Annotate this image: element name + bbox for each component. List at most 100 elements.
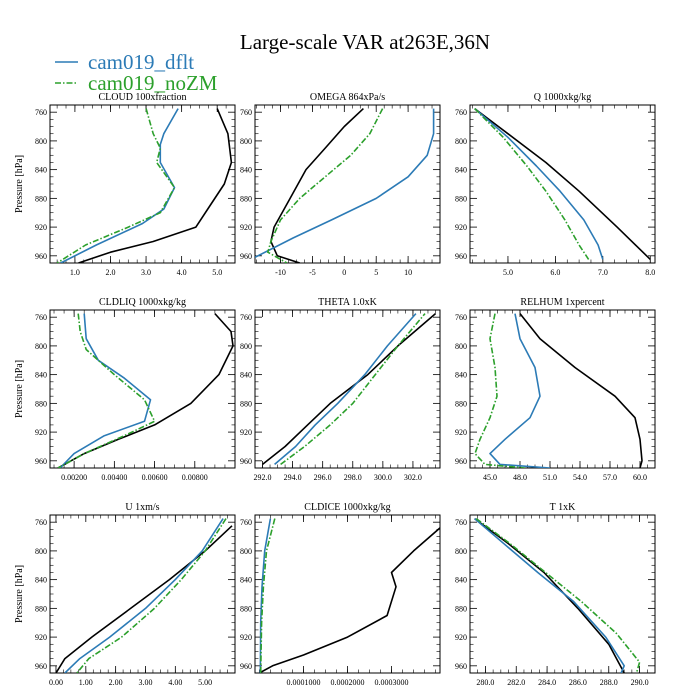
series-line	[57, 313, 156, 468]
x-tick-label: 294.0	[284, 473, 302, 482]
x-tick-label: 51.0	[543, 473, 557, 482]
y-tick-label: 800	[35, 342, 47, 351]
x-tick-label: 292.0	[254, 473, 272, 482]
panel-5: RELHUM 1xpercent 760 800 840 880 920 960 45.0 48…	[455, 297, 656, 482]
series-line	[474, 517, 625, 673]
x-tick-label: 296.0	[314, 473, 332, 482]
series-line	[55, 525, 233, 673]
y-tick-label: 920	[455, 223, 467, 232]
x-tick-label: 7.0	[598, 268, 608, 277]
x-tick-label: 6.0	[550, 268, 560, 277]
panel-title: T 1xK	[550, 502, 576, 513]
x-tick-label: 282.0	[507, 678, 525, 687]
series-line	[474, 517, 625, 673]
series-line	[519, 313, 643, 468]
series-line	[280, 313, 426, 466]
y-tick-label: 880	[240, 604, 252, 613]
series-line	[59, 313, 152, 468]
y-tick-label: 800	[455, 137, 467, 146]
y-tick-label: 760	[35, 108, 47, 117]
y-axis-label: Pressure [hPa]	[14, 155, 25, 213]
y-tick-label: 960	[35, 252, 47, 261]
y-tick-label: 760	[455, 108, 467, 117]
legend-label-nozm: cam019_noZM	[88, 71, 218, 95]
y-tick-label: 880	[455, 604, 467, 613]
y-tick-label: 960	[455, 457, 467, 466]
plot-frame	[49, 309, 236, 469]
series-line	[267, 108, 384, 263]
x-tick-label: 1.0	[70, 268, 80, 277]
y-tick-label: 960	[455, 662, 467, 671]
plot-frame	[49, 104, 236, 264]
series-line	[255, 108, 435, 259]
y-tick-label: 960	[240, 662, 252, 671]
y-tick-label: 760	[455, 313, 467, 322]
x-tick-label: 0.0002000	[331, 678, 365, 687]
x-tick-label: 8.0	[645, 268, 655, 277]
y-axis-label: Pressure [hPa]	[14, 360, 25, 418]
y-tick-label: 880	[240, 194, 252, 203]
panel-title: CLOUD 100xfraction	[98, 92, 186, 103]
x-tick-label: 298.0	[344, 473, 362, 482]
x-tick-label: 48.0	[513, 473, 527, 482]
x-tick-label: 280.0	[476, 678, 494, 687]
y-tick-label: 920	[240, 428, 252, 437]
legend-label-dflt: cam019_dflt	[88, 50, 194, 74]
x-tick-label: 5.00	[198, 678, 212, 687]
series-line	[259, 518, 276, 673]
x-tick-label: 0.0003000	[375, 678, 409, 687]
panel-title: CLDICE 1000xkg/kg	[304, 502, 390, 513]
x-tick-label: 3.00	[138, 678, 152, 687]
y-tick-label: 960	[35, 662, 47, 671]
y-tick-label: 960	[240, 457, 252, 466]
x-tick-label: 284.0	[538, 678, 556, 687]
y-tick-label: 800	[240, 547, 252, 556]
panel-title: U 1xm/s	[125, 502, 159, 513]
y-tick-label: 920	[240, 633, 252, 642]
panel-8: T 1xK 760 800 840 880 920 960 280.0 282.0 284.0 28…	[455, 502, 656, 687]
x-tick-label: 10	[404, 268, 412, 277]
y-tick-label: 920	[240, 223, 252, 232]
panel-2: Q 1000xkg/kg 760 800 840 880 920 960 5.0 6.0 7.0 8…	[455, 92, 656, 277]
y-tick-label: 880	[240, 399, 252, 408]
y-tick-label: 800	[240, 137, 252, 146]
panel-title: OMEGA 864xPa/s	[310, 92, 385, 103]
series-line	[76, 518, 227, 673]
series-line	[474, 313, 526, 468]
y-tick-label: 920	[35, 223, 47, 232]
y-tick-label: 800	[455, 547, 467, 556]
y-tick-label: 880	[35, 399, 47, 408]
panel-6: U 1xm/s Pressure [hPa] 760 800 840 880 920 9600…	[14, 502, 236, 687]
plot-frame	[469, 309, 656, 469]
y-tick-label: 960	[455, 252, 467, 261]
y-tick-label: 800	[240, 342, 252, 351]
series-line	[60, 108, 179, 263]
panel-title: Q 1000xkg/kg	[534, 92, 592, 103]
series-line	[262, 312, 437, 466]
y-tick-label: 800	[35, 137, 47, 146]
series-line	[489, 313, 551, 468]
x-tick-label: 286.0	[569, 678, 587, 687]
y-tick-label: 920	[455, 428, 467, 437]
x-tick-label: -10	[275, 268, 286, 277]
series-line	[259, 527, 440, 673]
y-tick-label: 760	[240, 313, 252, 322]
panel-title: THETA 1.0xK	[318, 297, 377, 308]
panel-1: OMEGA 864xPa/s 760 800 840 880 920 960 -10 -5 0 5 1…	[240, 92, 441, 277]
y-tick-label: 760	[240, 518, 252, 527]
x-tick-label: 45.0	[483, 473, 497, 482]
x-tick-label: 60.0	[633, 473, 647, 482]
y-tick-label: 760	[240, 108, 252, 117]
panel-title: CLDLIQ 1000xkg/kg	[99, 297, 186, 308]
y-axis-label: Pressure [hPa]	[14, 565, 25, 623]
series-line	[64, 518, 224, 673]
x-tick-label: -5	[309, 268, 316, 277]
plot-frame	[254, 514, 441, 674]
y-tick-label: 760	[455, 518, 467, 527]
y-tick-label: 800	[35, 547, 47, 556]
series-line	[474, 108, 590, 260]
x-tick-label: 0.00600	[142, 473, 168, 482]
x-tick-label: 2.0	[105, 268, 115, 277]
series-line	[474, 107, 604, 260]
x-tick-label: 0.0001000	[286, 678, 320, 687]
